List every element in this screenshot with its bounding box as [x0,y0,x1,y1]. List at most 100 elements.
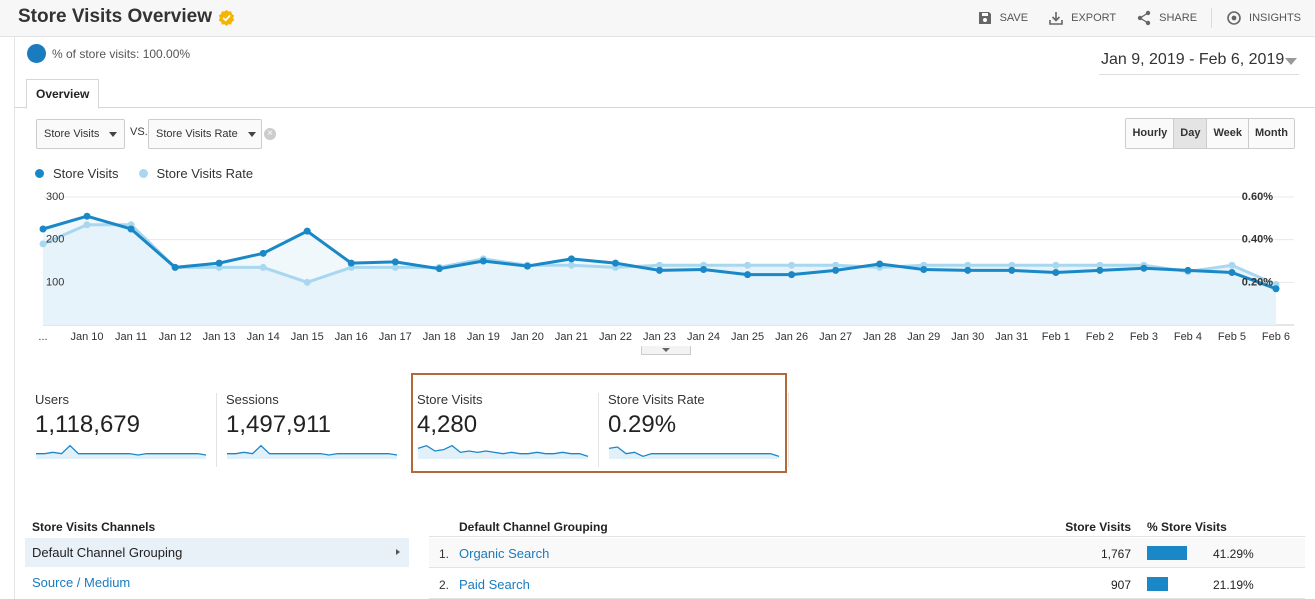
point-store-visits[interactable] [259,249,267,257]
legend-store-visits-rate[interactable]: Store Visits Rate [138,166,253,181]
point-store-visits-rate[interactable] [1228,261,1236,269]
secondary-metric-select[interactable]: Store Visits Rate [148,119,262,149]
clear-metric-icon[interactable]: × [264,128,276,140]
legend-store-visits[interactable]: Store Visits [35,166,119,181]
sparkline-area [227,445,397,459]
point-store-visits[interactable] [700,266,708,274]
point-store-visits[interactable] [788,271,796,279]
point-store-visits[interactable] [567,255,575,263]
column-header-dimension[interactable]: Default Channel Grouping [459,520,608,534]
point-store-visits-rate[interactable] [964,261,972,269]
save-icon [978,12,991,24]
x-tick-label: Feb 1 [1042,331,1070,343]
insights-label: INSIGHTS [1249,12,1301,24]
export-button[interactable]: EXPORT [1048,10,1116,26]
row-channel-link[interactable]: Paid Search [459,577,530,592]
point-store-visits[interactable] [876,260,884,268]
export-label: EXPORT [1071,12,1117,24]
x-tick-label: Jan 21 [555,331,588,343]
share-label: SHARE [1159,12,1198,24]
date-range-picker[interactable]: Jan 9, 2019 - Feb 6, 2019 [1099,51,1299,75]
x-tick-label: Jan 30 [951,331,984,343]
save-button[interactable]: SAVE [977,10,1029,26]
chart-legend: Store Visits Store Visits Rate [35,166,253,181]
column-header-store-visits[interactable]: Store Visits [1065,520,1131,534]
toolbar-separator [1211,8,1213,28]
point-store-visits[interactable] [1096,266,1104,274]
primary-metric-value: Store Visits [44,128,100,140]
point-store-visits-rate[interactable] [391,263,399,271]
channel-item-source-medium[interactable]: Source / Medium [25,568,409,597]
point-store-visits[interactable] [83,212,91,220]
point-store-visits-rate[interactable] [1008,261,1016,269]
insights-button[interactable]: INSIGHTS [1226,10,1301,26]
point-store-visits-rate[interactable] [567,261,575,269]
report-content: % of store visits: 100.00% Jan 9, 2019 -… [14,37,1315,599]
point-store-visits-rate[interactable] [656,261,663,269]
x-tick-label: Jan 24 [687,331,720,343]
point-store-visits[interactable] [39,225,47,233]
legend-label: Store Visits [53,166,119,181]
point-store-visits[interactable] [303,227,311,235]
point-store-visits-rate[interactable] [832,261,840,269]
share-icon [1137,10,1151,26]
period-month-button[interactable]: Month [1248,119,1294,148]
point-store-visits-rate[interactable] [1052,261,1060,269]
point-store-visits[interactable] [1228,269,1236,277]
chevron-right-icon [396,549,400,555]
point-store-visits[interactable] [1272,285,1280,293]
point-store-visits-rate[interactable] [83,221,91,229]
point-store-visits[interactable] [127,225,135,233]
point-store-visits[interactable] [920,266,928,274]
save-label: SAVE [999,12,1029,24]
x-tick-label: Jan 31 [995,331,1028,343]
point-store-visits[interactable] [215,259,223,267]
point-store-visits[interactable] [435,265,443,273]
point-store-visits[interactable] [479,257,487,265]
secondary-metric-value: Store Visits Rate [156,128,238,140]
x-tick-label: Jan 19 [467,331,500,343]
point-store-visits[interactable] [1052,269,1060,277]
x-tick-label: Jan 11 [115,331,147,343]
point-store-visits[interactable] [523,262,531,270]
point-store-visits[interactable] [171,263,179,271]
point-store-visits[interactable] [1140,264,1148,272]
point-store-visits[interactable] [832,266,840,274]
point-store-visits[interactable] [656,266,663,274]
period-week-button[interactable]: Week [1206,119,1249,148]
x-tick-label: Feb 4 [1174,331,1202,343]
point-store-visits-rate[interactable] [39,240,47,248]
x-tick-label: Feb 6 [1262,331,1290,343]
metric-store-visits-rate: Store Visits Rate 0.29% [608,386,788,466]
point-store-visits[interactable] [1008,266,1016,274]
metric-value: 1,118,679 [35,411,140,438]
sparkline [36,444,207,459]
point-store-visits-rate[interactable] [744,261,752,269]
y-left-tick-label: 300 [46,191,64,203]
x-tick-label: Jan 14 [247,331,280,343]
sparkline [608,446,780,459]
point-store-visits[interactable] [744,271,752,279]
chevron-down-icon [662,348,670,352]
verified-badge-icon [218,9,235,26]
point-store-visits[interactable] [964,266,972,274]
x-tick-label: Feb 3 [1130,331,1158,343]
point-store-visits[interactable] [347,259,355,267]
point-store-visits[interactable] [611,259,619,267]
point-store-visits-rate[interactable] [303,278,311,286]
point-store-visits-rate[interactable] [1096,261,1104,269]
point-store-visits[interactable] [1184,266,1192,274]
tab-overview[interactable]: Overview [26,79,100,109]
point-store-visits[interactable] [391,258,399,266]
period-hourly-button[interactable]: Hourly [1126,119,1174,148]
share-button[interactable]: SHARE [1136,10,1197,26]
segment-indicator[interactable]: % of store visits: 100.00% [27,44,190,63]
period-day-button[interactable]: Day [1173,119,1207,148]
channel-item-default-grouping[interactable]: Default Channel Grouping [25,538,409,567]
column-header-percent[interactable]: % Store Visits [1147,520,1227,534]
primary-metric-select[interactable]: Store Visits [36,119,125,149]
row-channel-link[interactable]: Organic Search [459,546,550,561]
point-store-visits-rate[interactable] [788,261,796,269]
point-store-visits-rate[interactable] [259,263,267,271]
collapse-chart-button[interactable] [641,346,691,355]
